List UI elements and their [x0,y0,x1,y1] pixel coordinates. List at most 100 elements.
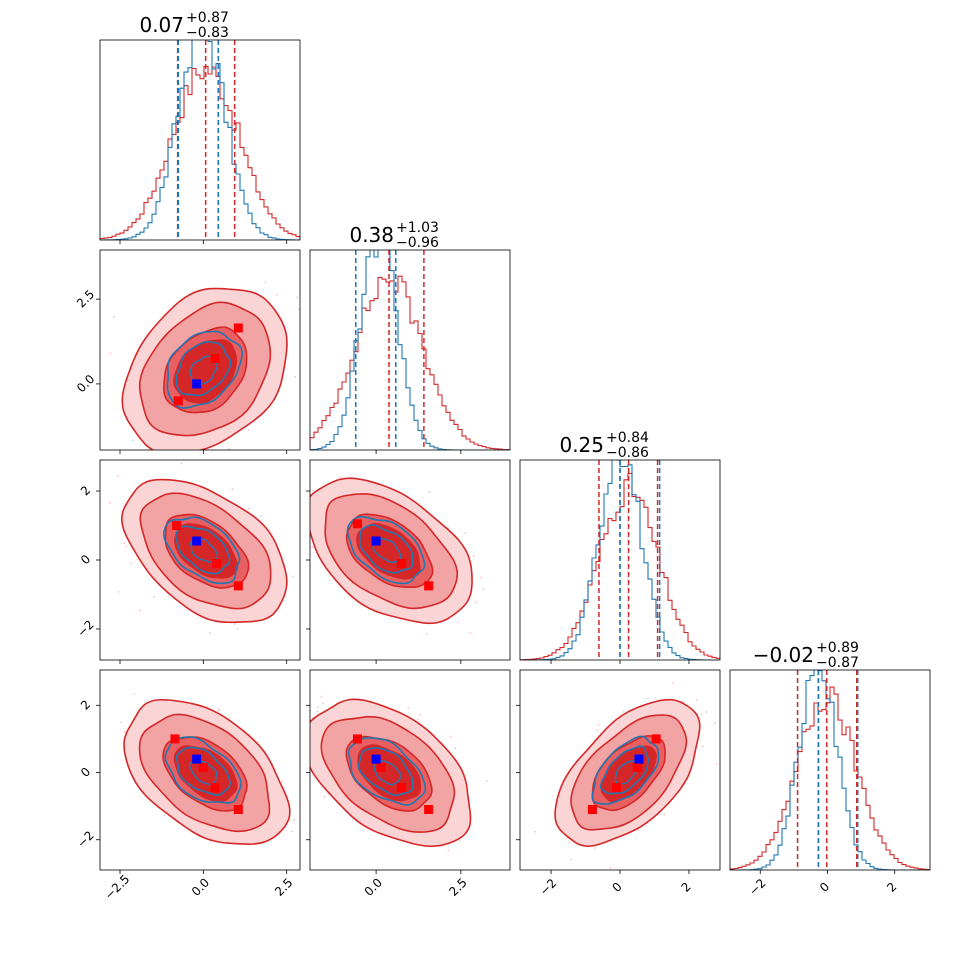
x-axis-col-2: −2 0 2 [537,870,694,898]
red-marker [233,581,243,591]
histogram-area [310,250,510,450]
panel-3-0 [99,669,301,871]
x-tick-label: 2 [884,880,899,895]
x-tick-label: 0.0 [189,875,212,898]
panel-frame [309,249,511,451]
red-contour-core [173,745,238,802]
red-marker [632,762,642,772]
red-contour-core [174,523,239,579]
panel-frame [99,669,301,871]
param-plus-error: +0.84 [606,430,649,446]
red-marker [587,804,597,814]
param-minus-error: −0.87 [816,655,859,671]
x-axis-col-0: −2.5 0.0 2.5 [102,870,296,902]
diagonal-histogram-3: −0.02 +0.89−0.87 [729,640,931,871]
param-minus-error: −0.86 [606,445,649,461]
param-median-label: 0.07 [139,13,184,37]
x-tick-label: −2 [537,876,559,898]
red-marker [210,783,220,793]
red-marker [233,323,243,333]
blue-contour [174,525,231,575]
x-tick-label: 2.5 [272,875,295,898]
x-tick-label: 0 [610,880,625,895]
param-plus-error: +0.87 [186,10,229,26]
x-axis-col-1: 0.0 2.5 [362,870,470,899]
param-minus-error: −0.83 [186,25,229,41]
diagonal-histogram-2: 0.25 +0.84−0.86 [519,430,721,661]
param-minus-error: −0.96 [396,235,439,251]
red-marker [424,581,434,591]
y-axis-row-1: 0.0 2.5 [74,287,100,395]
panel-frame [99,39,301,241]
red-marker [352,519,362,529]
blue-contour-inner [372,759,403,786]
panel-content [109,462,294,634]
y-tick-label: −2 [74,828,96,850]
panel-content [310,695,488,852]
blue-contour [357,746,414,797]
blue-marker [371,536,381,546]
blue-marker [192,754,202,764]
panel-content [109,281,300,450]
x-tick-label: 0 [817,880,832,895]
blue-contour [164,736,242,804]
blue-marker [192,536,202,546]
blue-contour [162,516,241,585]
x-tick-label: 0.0 [362,875,385,898]
blue-contour [166,330,243,409]
y-tick-label: 0 [78,765,93,780]
y-tick-label: 2.5 [74,287,97,310]
blue-contour [175,746,231,796]
red-histogram [730,686,930,870]
x-tick-label: 2.5 [446,875,469,898]
red-marker [397,783,407,793]
y-axis-row-2: −2 0 2 [74,483,100,640]
red-marker [212,558,222,568]
blue-marker [192,379,202,389]
red-histogram [310,275,510,450]
param-median-label: −0.02 [753,643,814,667]
panel-content [120,693,295,845]
param-median-label: 0.38 [349,223,394,247]
blue-marker [371,754,381,764]
red-contour-core [173,339,238,404]
panel-content [310,476,485,635]
red-marker [198,762,208,772]
red-histogram [100,65,300,240]
red-marker [424,804,434,814]
x-tick-label: 2 [678,880,693,895]
histogram-area [730,670,930,870]
x-tick-label: −2 [746,876,768,898]
panel-2-1 [306,459,511,664]
x-axis-col-3: −2 0 2 [746,870,900,898]
y-tick-label: 2 [78,483,93,498]
blue-contour [599,745,649,795]
blue-marker [634,754,644,764]
y-axis-row-3: −2 0 2 [74,697,100,851]
panel-1-0 [99,249,301,454]
blue-histogram [730,670,930,870]
y-tick-label: −2 [74,617,96,639]
param-plus-error: +1.03 [396,220,439,236]
red-marker [651,734,661,744]
blue-contour [347,736,427,806]
panel-frame [309,669,511,871]
diagonal-histogram-1: 0.38 +1.03−0.96 [309,220,511,451]
red-marker [233,804,243,814]
histogram-area [520,460,720,660]
histogram-area [100,40,300,240]
panel-content [534,682,718,869]
y-tick-label: 0 [78,552,93,567]
red-marker [352,734,362,744]
panel-frame [729,669,931,871]
panel-3-2 [516,669,721,871]
blue-histogram [310,250,510,450]
red-marker [376,762,386,772]
param-median-label: 0.25 [559,433,604,457]
red-marker [172,521,182,531]
x-tick-label: −2.5 [102,872,133,903]
blue-contour [591,735,660,805]
red-marker [173,396,183,406]
y-tick-label: 2 [78,697,93,712]
